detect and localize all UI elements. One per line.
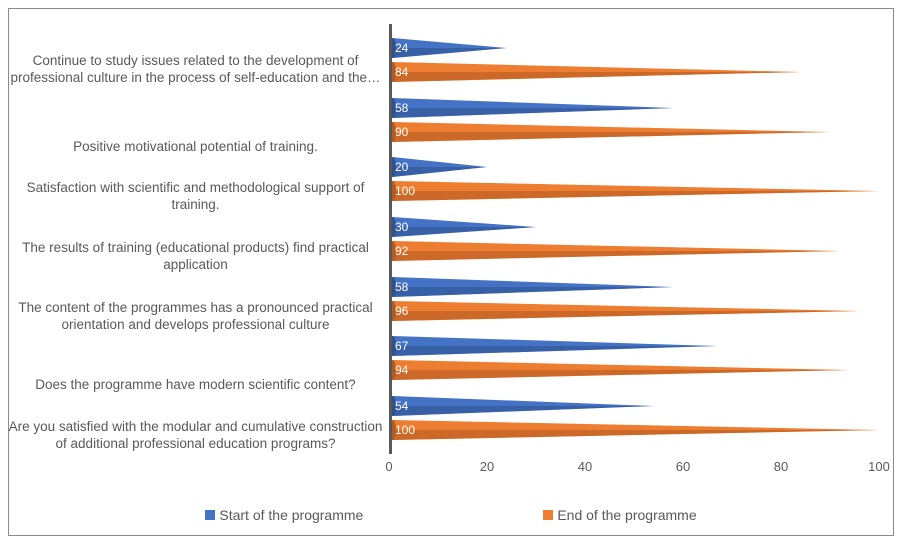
legend-label-end: End of the programme (557, 507, 696, 523)
value-label: 67 (395, 339, 408, 353)
bar-start: 30 (389, 217, 879, 237)
value-label: 100 (395, 423, 415, 437)
bar-start: 67 (389, 336, 879, 356)
bar-end: 84 (389, 62, 879, 82)
row-group: 58 90 (389, 98, 879, 142)
value-label: 30 (395, 220, 408, 234)
category-label: Positive motivational potential of train… (8, 139, 383, 156)
bar-start: 54 (389, 396, 879, 416)
row-group: 58 96 (389, 277, 879, 321)
bar-start: 20 (389, 157, 879, 177)
plot-area: 24 84 58 (389, 24, 879, 454)
category-label: Continue to study issues related to the … (8, 53, 383, 87)
bar-start: 58 (389, 98, 879, 118)
value-label: 84 (395, 65, 408, 79)
legend-swatch-start (205, 510, 215, 520)
legend-label-start: Start of the programme (219, 507, 363, 523)
x-tick: 0 (385, 459, 392, 474)
x-tick: 20 (480, 459, 494, 474)
legend-item-end: End of the programme (543, 507, 696, 523)
bar-end: 100 (389, 420, 879, 440)
bar-end: 94 (389, 360, 879, 380)
chart-rows: 24 84 58 (389, 30, 879, 448)
bar-end: 100 (389, 181, 879, 201)
bar-end: 96 (389, 301, 879, 321)
legend-swatch-end (543, 510, 553, 520)
chart-container: 24 84 58 (8, 8, 894, 536)
x-tick: 60 (676, 459, 690, 474)
value-label: 100 (395, 184, 415, 198)
value-label: 90 (395, 125, 408, 139)
value-label: 96 (395, 304, 408, 318)
value-label: 58 (395, 280, 408, 294)
row-group: 30 92 (389, 217, 879, 261)
x-tick: 100 (868, 459, 890, 474)
row-group: 67 94 (389, 336, 879, 380)
x-tick: 80 (774, 459, 788, 474)
row-group: 20 100 (389, 157, 879, 201)
bar-start: 58 (389, 277, 879, 297)
value-label: 24 (395, 41, 408, 55)
value-label: 92 (395, 244, 408, 258)
category-label: The results of training (educational pro… (8, 240, 383, 274)
category-label: Satisfaction with scientific and methodo… (8, 180, 383, 214)
value-label: 54 (395, 399, 408, 413)
category-label: Does the programme have modern scientifi… (8, 377, 383, 394)
value-label: 94 (395, 363, 408, 377)
bar-end: 90 (389, 122, 879, 142)
category-label: Are you satisfied with the modular and c… (8, 419, 383, 453)
x-axis: 020406080100 (389, 459, 879, 479)
legend: Start of the programme End of the progra… (9, 507, 893, 523)
bar-start: 24 (389, 38, 879, 58)
y-axis (389, 24, 392, 454)
value-label: 20 (395, 160, 408, 174)
legend-item-start: Start of the programme (205, 507, 363, 523)
x-tick: 40 (578, 459, 592, 474)
row-group: 24 84 (389, 38, 879, 82)
value-label: 58 (395, 101, 408, 115)
bar-end: 92 (389, 241, 879, 261)
row-group: 54 100 (389, 396, 879, 440)
category-label: The content of the programmes has a pron… (8, 300, 383, 334)
